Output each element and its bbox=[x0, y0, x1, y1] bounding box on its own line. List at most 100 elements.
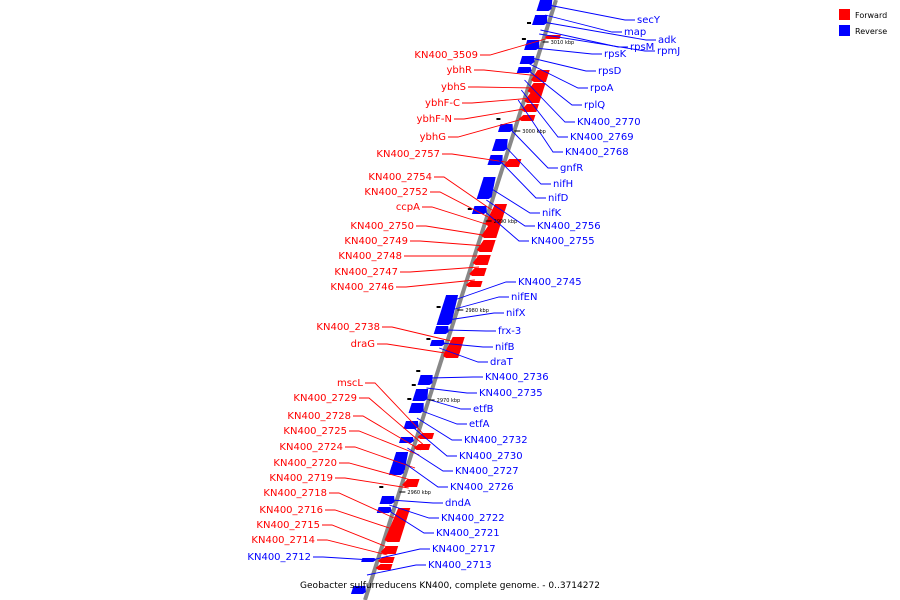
gene-label-nifd[interactable]: nifD bbox=[548, 193, 569, 204]
gene-label-kn400-2717[interactable]: KN400_2717 bbox=[432, 544, 496, 555]
gene-label-nifh[interactable]: nifH bbox=[553, 179, 573, 190]
gene-label-kn400-2746[interactable]: KN400_2746 bbox=[330, 282, 394, 293]
gene-label-map[interactable]: map bbox=[624, 27, 646, 38]
gene-label-drat[interactable]: draT bbox=[490, 357, 514, 368]
gene-label-kn400-2712[interactable]: KN400_2712 bbox=[247, 552, 311, 563]
leader-kn400-2735 bbox=[426, 387, 477, 394]
forward-feature-9 bbox=[476, 240, 496, 252]
gene-label-kn400-2721[interactable]: KN400_2721 bbox=[436, 528, 500, 539]
leader-kn400-2716 bbox=[325, 509, 396, 531]
gene-label-rpsm[interactable]: rpsM bbox=[630, 42, 654, 53]
gene-label-adk[interactable]: adk bbox=[658, 35, 676, 46]
gene-label-kn400-2722[interactable]: KN400_2722 bbox=[441, 513, 505, 524]
leader-nifb bbox=[440, 342, 493, 348]
gene-label-etfb[interactable]: etfB bbox=[473, 404, 494, 415]
gene-label-kn400-2752[interactable]: KN400_2752 bbox=[364, 187, 428, 198]
gene-label-kn400-2745[interactable]: KN400_2745 bbox=[518, 277, 582, 288]
gene-label-ybhf-c[interactable]: ybhF-C bbox=[425, 98, 460, 109]
gene-label-kn400-2757[interactable]: KN400_2757 bbox=[376, 149, 440, 160]
leader-kn400-2714 bbox=[317, 539, 388, 556]
forward-feature-18 bbox=[384, 508, 411, 542]
tick-mark-7 bbox=[411, 384, 416, 386]
gene-label-gnfr[interactable]: gnfR bbox=[560, 163, 583, 174]
gene-label-kn400-2749[interactable]: KN400_2749 bbox=[344, 236, 408, 247]
gene-label-ccpa[interactable]: ccpA bbox=[396, 202, 420, 213]
gene-label-kn400-2735[interactable]: KN400_2735 bbox=[479, 388, 543, 399]
leader-kn400-2730 bbox=[413, 427, 457, 457]
gene-label-kn400-2755[interactable]: KN400_2755 bbox=[531, 236, 595, 247]
gene-label-kn400-2756[interactable]: KN400_2756 bbox=[537, 221, 601, 232]
gene-label-dnda[interactable]: dndA bbox=[445, 498, 471, 509]
gene-label-rpsd[interactable]: rpsD bbox=[598, 66, 622, 77]
reverse-feature-12 bbox=[429, 340, 445, 346]
tick-mark-4 bbox=[436, 306, 441, 308]
gene-label-kn400-2730[interactable]: KN400_2730 bbox=[459, 451, 523, 462]
gene-label-kn400-2713[interactable]: KN400_2713 bbox=[428, 560, 492, 571]
reverse-feature-14 bbox=[412, 389, 429, 401]
scale-tick-label: 3000 kbp bbox=[522, 129, 546, 135]
gene-label-kn400-2728[interactable]: KN400_2728 bbox=[287, 411, 351, 422]
leader-ybhg bbox=[448, 117, 527, 138]
reverse-feature-3 bbox=[519, 56, 535, 64]
gene-label-kn400-2736[interactable]: KN400_2736 bbox=[485, 372, 549, 383]
gene-label-mscl[interactable]: mscL bbox=[337, 378, 363, 389]
leader-rpsk bbox=[534, 47, 602, 55]
gene-label-kn400-3509[interactable]: KN400_3509 bbox=[414, 50, 478, 61]
forward-feature-6 bbox=[503, 159, 522, 167]
leader-kn400-2752 bbox=[430, 191, 495, 221]
gene-label-kn400-2738[interactable]: KN400_2738 bbox=[316, 322, 380, 333]
reverse-feature-10 bbox=[436, 295, 459, 325]
gene-label-kn400-2729[interactable]: KN400_2729 bbox=[293, 393, 357, 404]
gene-label-ybhs[interactable]: ybhS bbox=[441, 82, 466, 93]
gene-label-kn400-2727[interactable]: KN400_2727 bbox=[455, 466, 519, 477]
gene-label-nifx[interactable]: nifX bbox=[506, 308, 526, 319]
forward-feature-4 bbox=[521, 104, 539, 112]
gene-label-kn400-2718[interactable]: KN400_2718 bbox=[263, 488, 327, 499]
gene-label-rpoa[interactable]: rpoA bbox=[590, 83, 614, 94]
tick-mark-8 bbox=[407, 398, 412, 400]
gene-label-nifb[interactable]: nifB bbox=[495, 342, 515, 353]
gene-label-kn400-2716[interactable]: KN400_2716 bbox=[259, 505, 323, 516]
leader-kn400-2719 bbox=[335, 477, 409, 489]
gene-label-kn400-2747[interactable]: KN400_2747 bbox=[334, 267, 398, 278]
reverse-feature-19 bbox=[388, 465, 404, 475]
map-caption: Geobacter sulfurreducens KN400, complete… bbox=[300, 581, 600, 591]
gene-label-ybhr[interactable]: ybhR bbox=[446, 65, 472, 76]
gene-label-kn400-2724[interactable]: KN400_2724 bbox=[279, 442, 343, 453]
tick-mark-1 bbox=[521, 38, 526, 40]
gene-label-secy[interactable]: secY bbox=[637, 15, 661, 26]
forward-feature-17 bbox=[401, 479, 420, 487]
leader-nifk bbox=[489, 187, 540, 214]
gene-label-kn400-2748[interactable]: KN400_2748 bbox=[338, 251, 402, 262]
gene-label-rpmj[interactable]: rpmJ bbox=[657, 46, 680, 57]
gene-label-kn400-2770[interactable]: KN400_2770 bbox=[577, 117, 641, 128]
leader-etfa bbox=[419, 409, 467, 425]
gene-label-kn400-2725[interactable]: KN400_2725 bbox=[283, 426, 347, 437]
gene-label-kn400-2714[interactable]: KN400_2714 bbox=[251, 535, 315, 546]
gene-label-rplq[interactable]: rplQ bbox=[584, 100, 605, 111]
gene-label-ybhg[interactable]: ybhG bbox=[420, 132, 446, 143]
gene-label-kn400-2768[interactable]: KN400_2768 bbox=[565, 147, 629, 158]
gene-label-frx-3[interactable]: frx-3 bbox=[498, 326, 521, 337]
gene-label-kn400-2726[interactable]: KN400_2726 bbox=[450, 482, 514, 493]
gene-label-kn400-2750[interactable]: KN400_2750 bbox=[350, 221, 414, 232]
gene-label-ybhf-n[interactable]: ybhF-N bbox=[417, 114, 452, 125]
leader-kn400-2738 bbox=[382, 326, 456, 343]
leader-kn400-2770 bbox=[524, 79, 575, 123]
gene-label-kn400-2769[interactable]: KN400_2769 bbox=[570, 132, 634, 143]
gene-label-etfa[interactable]: etfA bbox=[469, 419, 490, 430]
gene-label-drag[interactable]: draG bbox=[351, 339, 375, 350]
gene-label-nifen[interactable]: nifEN bbox=[511, 292, 537, 303]
gene-label-kn400-2719[interactable]: KN400_2719 bbox=[269, 473, 333, 484]
leader-kn400-2724 bbox=[345, 446, 416, 469]
leader-rpoa bbox=[529, 63, 588, 89]
leader-kn400-2717 bbox=[371, 548, 430, 561]
gene-label-kn400-2754[interactable]: KN400_2754 bbox=[368, 172, 432, 183]
gene-label-kn400-2720[interactable]: KN400_2720 bbox=[273, 458, 337, 469]
gene-label-kn400-2732[interactable]: KN400_2732 bbox=[464, 435, 528, 446]
gene-label-nifk[interactable]: nifK bbox=[542, 208, 562, 219]
gene-label-kn400-2715[interactable]: KN400_2715 bbox=[256, 520, 320, 531]
reverse-feature-0 bbox=[536, 0, 553, 11]
reverse-feature-1 bbox=[532, 15, 548, 25]
gene-label-rpsk[interactable]: rpsK bbox=[604, 49, 627, 60]
